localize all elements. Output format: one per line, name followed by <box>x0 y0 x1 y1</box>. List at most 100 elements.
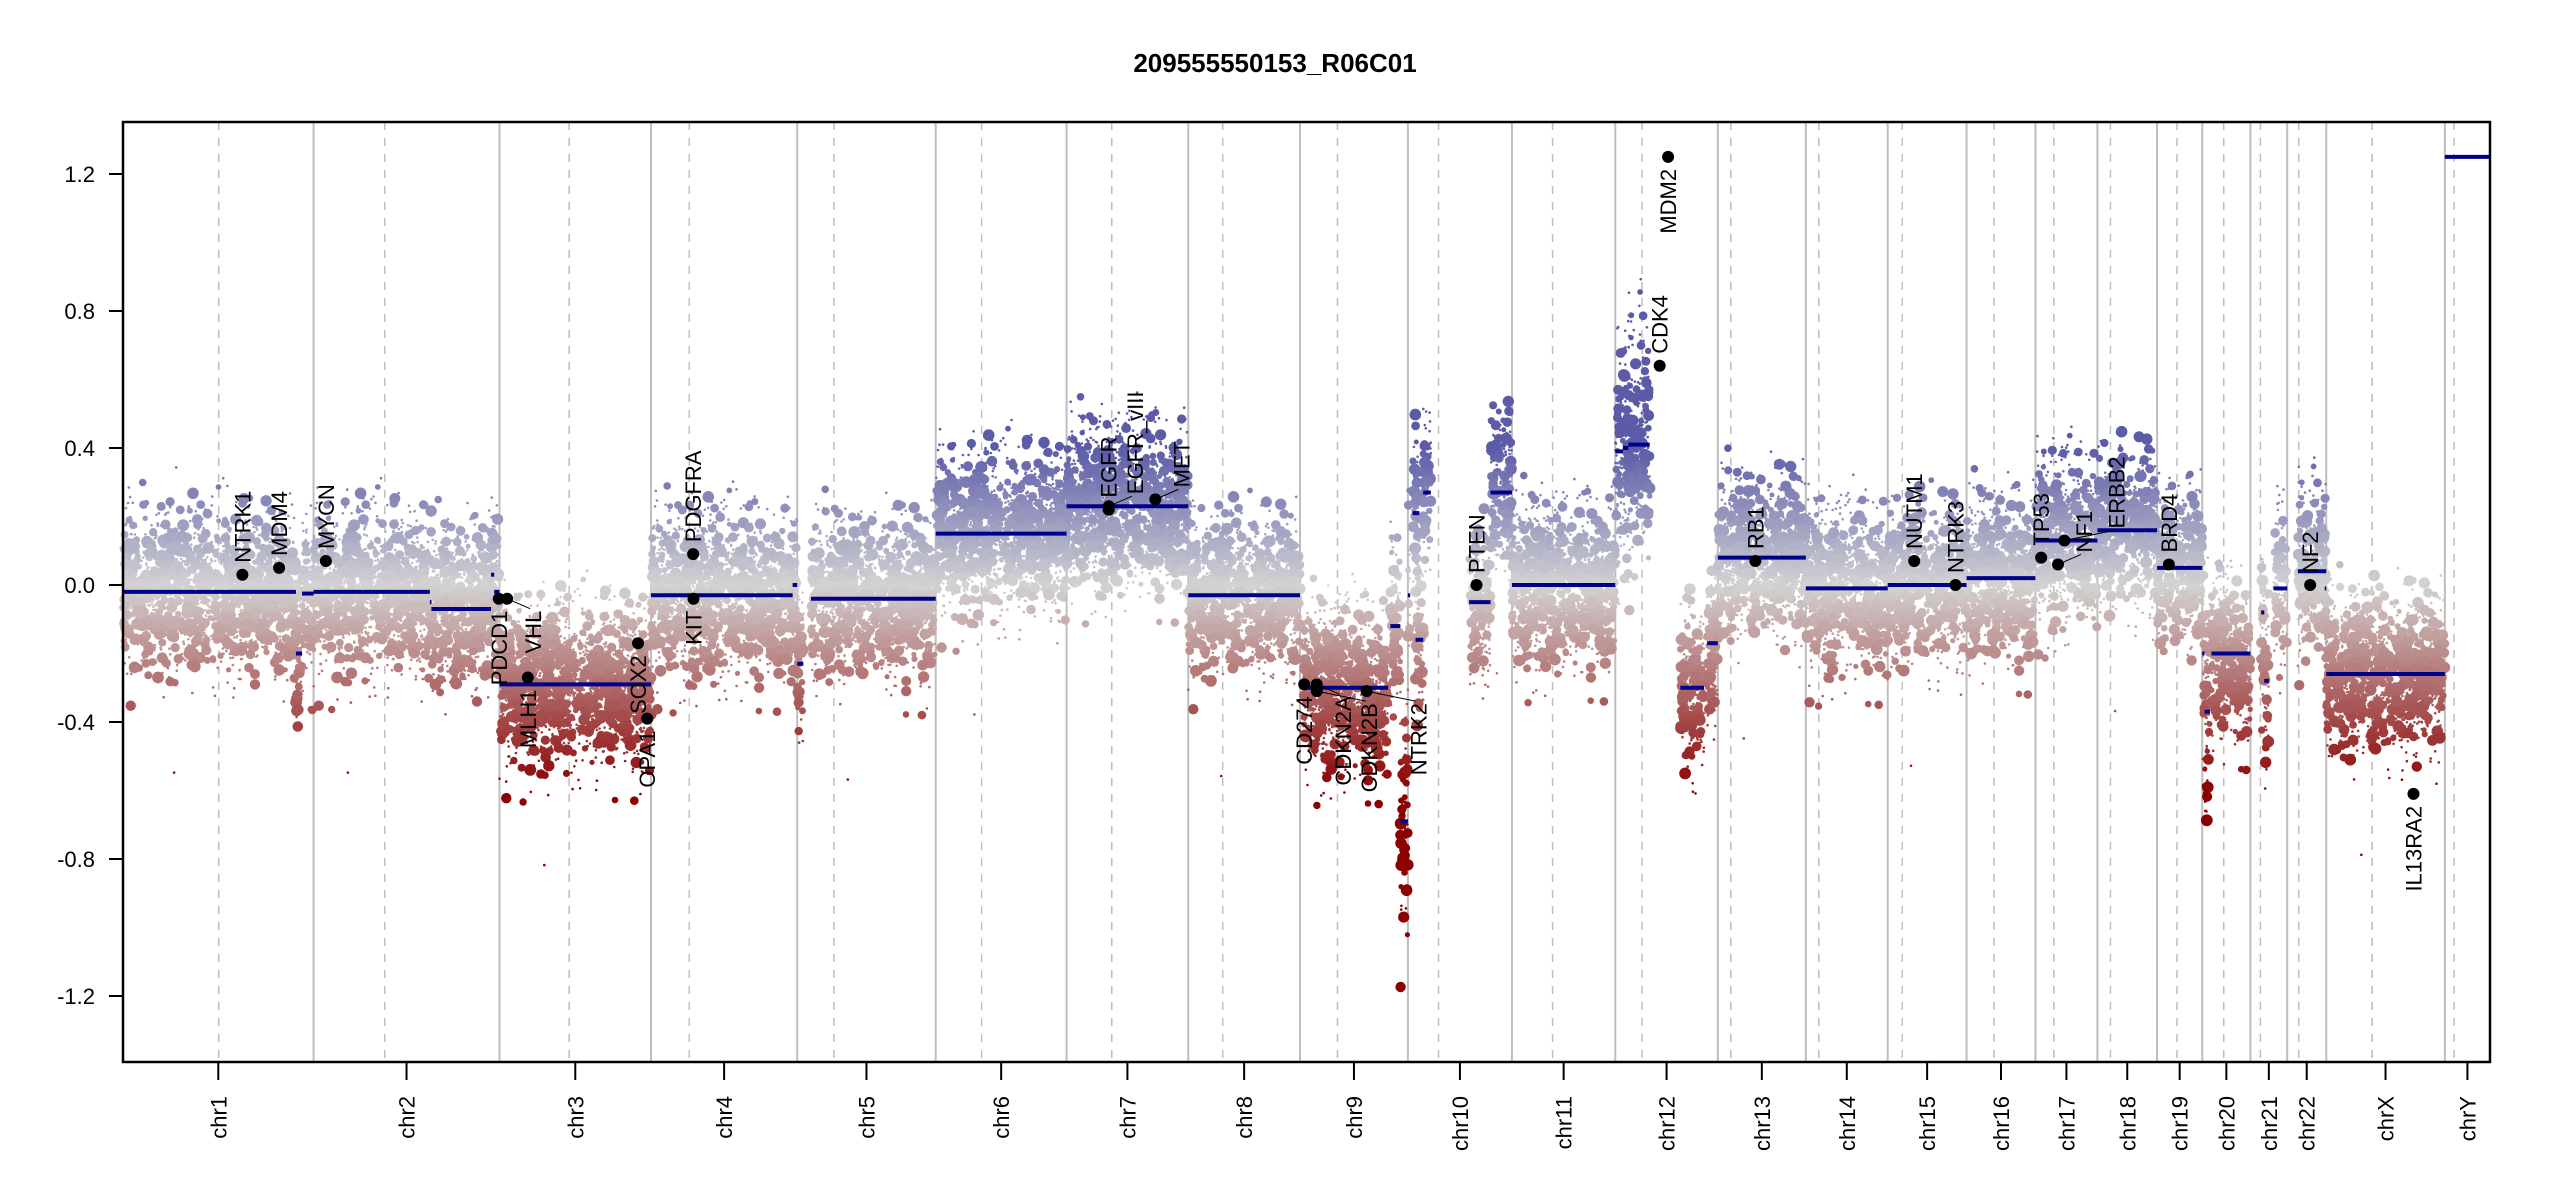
probe-point <box>477 573 480 576</box>
probe-point <box>193 641 196 644</box>
probe-point <box>214 560 217 563</box>
probe-point <box>411 526 420 535</box>
probe-point <box>367 581 370 584</box>
probe-point <box>184 633 187 636</box>
probe-point <box>144 635 147 638</box>
probe-point <box>340 617 351 628</box>
probe-point <box>232 696 235 699</box>
probe-point <box>632 631 635 634</box>
probe-point <box>382 595 385 598</box>
probe-point <box>405 571 408 574</box>
probe-point <box>157 523 160 526</box>
probe-point <box>198 576 201 579</box>
probe-point <box>407 645 412 650</box>
probe-point <box>142 556 145 559</box>
probe-point <box>190 578 193 581</box>
probe-point <box>471 627 474 630</box>
probe-point <box>222 517 228 523</box>
probe-point <box>582 651 585 654</box>
probe-point <box>271 573 280 582</box>
probe-point <box>305 574 308 577</box>
probe-point <box>420 544 423 547</box>
probe-point <box>444 560 447 563</box>
probe-point <box>207 587 210 590</box>
probe-point <box>472 618 475 621</box>
probe-point <box>303 560 306 563</box>
probe-point <box>421 566 424 569</box>
probe-point <box>309 644 312 647</box>
probe-point <box>426 527 436 537</box>
probe-point <box>418 657 421 660</box>
probe-point <box>372 594 378 600</box>
probe-point <box>307 606 310 609</box>
probe-point <box>346 668 357 679</box>
probe-point <box>364 615 367 618</box>
probe-point <box>359 599 365 605</box>
probe-point <box>196 549 199 552</box>
probe-point <box>357 556 363 562</box>
probe-point <box>403 579 408 584</box>
probe-point <box>435 574 438 577</box>
probe-point <box>465 575 474 584</box>
probe-point <box>575 723 578 726</box>
probe-point <box>402 640 405 643</box>
probe-point <box>476 546 479 549</box>
probe-point <box>319 653 322 656</box>
probe-point <box>226 607 229 610</box>
probe-point <box>433 513 436 516</box>
probe-point <box>435 634 438 637</box>
probe-point <box>126 633 129 636</box>
probe-point <box>155 536 158 539</box>
probe-point <box>472 532 483 543</box>
probe-point <box>330 604 333 607</box>
probe-point <box>158 512 161 515</box>
probe-point <box>225 532 228 535</box>
probe-point <box>459 573 462 576</box>
probe-point <box>202 643 205 646</box>
probe-point <box>418 580 421 583</box>
probe-point <box>293 721 304 732</box>
probe-point <box>495 543 501 549</box>
probe-point <box>327 623 334 630</box>
probe-point <box>130 553 133 556</box>
probe-point <box>312 685 315 688</box>
probe-point <box>207 610 210 613</box>
probe-point <box>210 587 213 590</box>
probe-point <box>254 599 261 606</box>
probe-point <box>451 661 459 669</box>
probe-point <box>410 615 413 618</box>
probe-point <box>455 559 467 571</box>
probe-point <box>446 547 449 550</box>
probe-point <box>436 562 439 565</box>
probe-point <box>148 559 151 562</box>
probe-point <box>231 619 234 622</box>
probe-point <box>333 598 336 601</box>
probe-point <box>126 553 129 556</box>
probe-point <box>135 617 138 620</box>
probe-point <box>376 626 379 629</box>
probe-point <box>194 614 204 624</box>
probe-point <box>471 695 474 698</box>
probe-point <box>364 627 367 630</box>
probe-point <box>216 518 221 523</box>
probe-point <box>221 523 224 526</box>
probe-point <box>405 554 408 557</box>
probe-point <box>379 600 382 603</box>
probe-point <box>362 549 365 552</box>
probe-point <box>423 637 426 640</box>
probe-point <box>219 614 230 625</box>
probe-point <box>203 509 213 519</box>
probe-point <box>303 643 306 646</box>
probe-point <box>364 630 367 633</box>
probe-point <box>152 605 155 608</box>
probe-point <box>253 596 256 599</box>
probe-point <box>143 624 146 627</box>
probe-point <box>461 654 468 661</box>
probe-point <box>382 627 392 637</box>
probe-point <box>297 660 300 663</box>
probe-point <box>424 642 427 645</box>
probe-point <box>256 611 259 614</box>
probe-point <box>177 567 180 570</box>
probe-point <box>426 503 429 506</box>
probe-point <box>199 548 202 551</box>
